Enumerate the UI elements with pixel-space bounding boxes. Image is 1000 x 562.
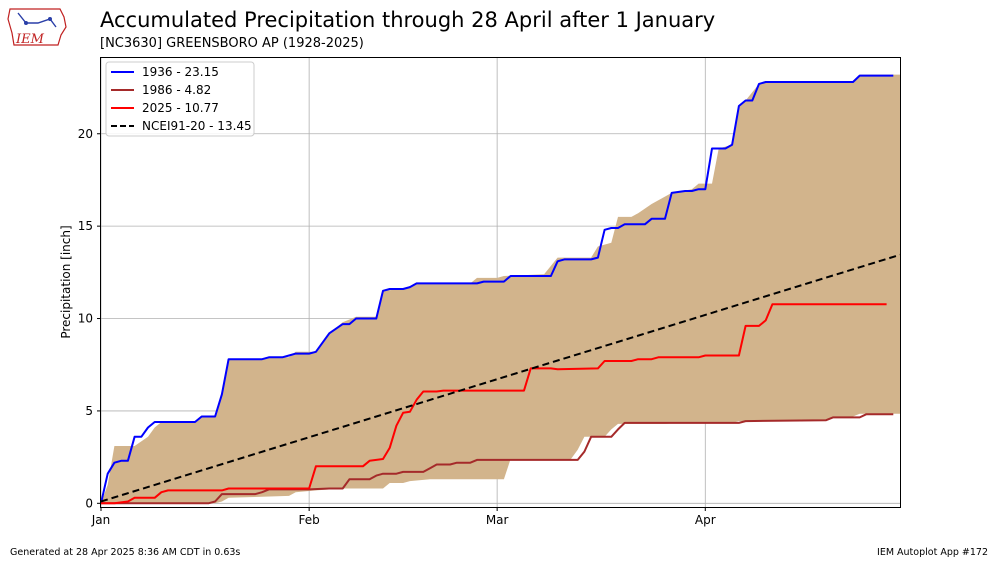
tick-layer: Jan Feb Mar Apr 0 5 10 15 20 [78, 127, 716, 527]
plot-frame [100, 57, 901, 508]
logo-text: IEM [15, 32, 45, 47]
legend-label: NCEI91-20 - 13.45 [142, 119, 252, 133]
iowa-map-icon: IEM [7, 8, 67, 47]
y-tick-label: 20 [78, 127, 93, 141]
series-layer [100, 74, 901, 505]
y-tick-label: 10 [78, 312, 93, 326]
y-tick-label: 0 [85, 496, 93, 510]
chart-title: Accumulated Precipitation through 28 Apr… [100, 8, 716, 32]
legend-box [105, 61, 255, 137]
series-line-0 [100, 74, 894, 504]
series-line-3 [100, 253, 901, 503]
legend-label: 1936 - 23.15 [142, 65, 219, 79]
series-line-1 [101, 413, 894, 505]
y-tick-label: 15 [78, 219, 93, 233]
x-tick-label: Jan [91, 513, 111, 527]
chart-subtitle: [NC3630] GREENSBORO AP (1928-2025) [100, 36, 364, 51]
legend-label: 1986 - 4.82 [142, 83, 211, 97]
x-tick-label: Feb [299, 513, 320, 527]
x-tick-label: Mar [486, 513, 509, 527]
legend: 1936 - 23.15 1986 - 4.82 2025 - 10.77 NCEI9… [105, 61, 255, 137]
range-band-layer [101, 74, 900, 504]
app-note: IEM Autoplot App #172 [877, 547, 988, 558]
series-line-2 [101, 303, 887, 505]
x-tick-label: Apr [695, 513, 716, 527]
generated-note: Generated at 28 Apr 2025 8:36 AM CDT in … [10, 547, 241, 558]
y-tick-label: 5 [85, 404, 93, 418]
range-band [101, 74, 900, 504]
legend-label: 2025 - 10.77 [142, 101, 219, 115]
iem-logo: IEM [6, 5, 68, 49]
y-axis-label: Precipitation [inch] [59, 225, 73, 338]
